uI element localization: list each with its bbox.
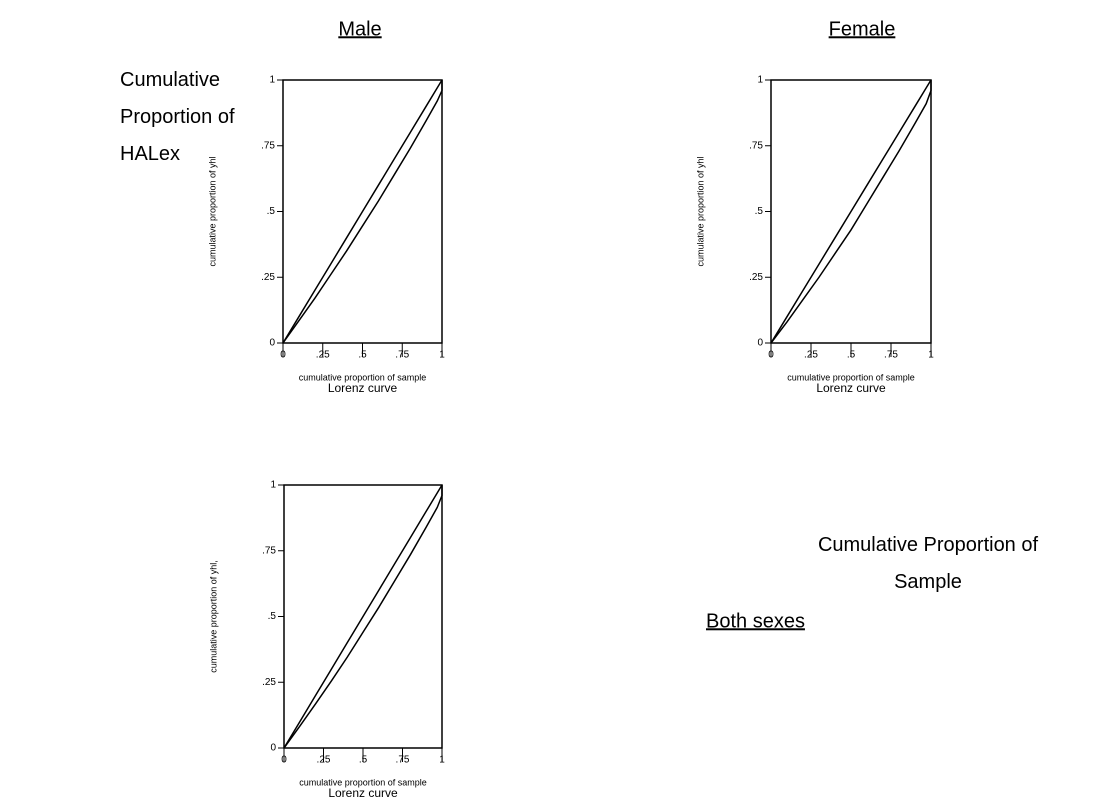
column-label: Cumulative Proportion of Sample bbox=[817, 534, 1039, 593]
x-tick-label: 1 bbox=[439, 755, 445, 766]
x-tick-label: .5 bbox=[847, 350, 856, 361]
y-tick-label: 1 bbox=[270, 480, 276, 491]
lorenz-line bbox=[282, 80, 443, 344]
y-tick-label: .25 bbox=[261, 272, 275, 283]
y-tick-label: .5 bbox=[268, 611, 277, 622]
panel-title: Male bbox=[338, 18, 381, 40]
y-tick-label: .5 bbox=[267, 206, 276, 217]
x-tick-label: .75 bbox=[884, 350, 898, 361]
y-tick-label: 1 bbox=[757, 75, 763, 86]
caption: Lorenz curve bbox=[328, 786, 398, 800]
lorenz-line bbox=[770, 80, 932, 344]
y-tick-label: .5 bbox=[755, 206, 764, 217]
y-tick-label: 0 bbox=[269, 338, 275, 349]
y-axis-label: cumulative proportion of yhl, bbox=[208, 560, 218, 673]
y-tick-label: .75 bbox=[261, 140, 275, 151]
caption: Lorenz curve bbox=[816, 381, 886, 395]
x-tick-label: .25 bbox=[804, 350, 818, 361]
y-axis-label: cumulative proportion of yhl bbox=[695, 156, 705, 266]
lorenz-line bbox=[283, 484, 443, 749]
y-tick-label: .75 bbox=[749, 140, 763, 151]
x-tick-label: .25 bbox=[317, 755, 331, 766]
x-tick-label: .75 bbox=[396, 755, 410, 766]
x-axis-label: cumulative proportion of sample bbox=[299, 777, 427, 787]
x-tick-label: 0 bbox=[281, 755, 287, 766]
y-axis-label: cumulative proportion of yhl bbox=[207, 156, 217, 266]
x-tick-label: .25 bbox=[316, 350, 330, 361]
x-tick-label: .5 bbox=[359, 755, 368, 766]
y-tick-label: .75 bbox=[262, 545, 276, 556]
y-tick-label: 1 bbox=[269, 75, 275, 86]
x-tick-label: .75 bbox=[395, 350, 409, 361]
panel-title: Female bbox=[829, 18, 896, 40]
x-axis-label: cumulative proportion of sample bbox=[299, 372, 427, 382]
x-tick-label: 1 bbox=[439, 350, 445, 361]
caption: Lorenz curve bbox=[328, 381, 398, 395]
lorenz-line bbox=[283, 485, 443, 749]
y-tick-label: .25 bbox=[749, 272, 763, 283]
x-tick-label: 0 bbox=[768, 350, 774, 361]
panel-title: Both sexes bbox=[706, 610, 805, 632]
lorenz-line bbox=[770, 79, 932, 344]
y-tick-label: .25 bbox=[262, 677, 276, 688]
y-tick-label: 0 bbox=[270, 743, 276, 754]
lorenz-line bbox=[282, 79, 443, 344]
row-label: Cumulative Proportion of HALex bbox=[120, 69, 235, 165]
x-tick-label: 1 bbox=[928, 350, 934, 361]
y-tick-label: 0 bbox=[757, 338, 763, 349]
x-axis-label: cumulative proportion of sample bbox=[787, 372, 915, 382]
x-tick-label: .5 bbox=[358, 350, 367, 361]
x-tick-label: 0 bbox=[280, 350, 286, 361]
